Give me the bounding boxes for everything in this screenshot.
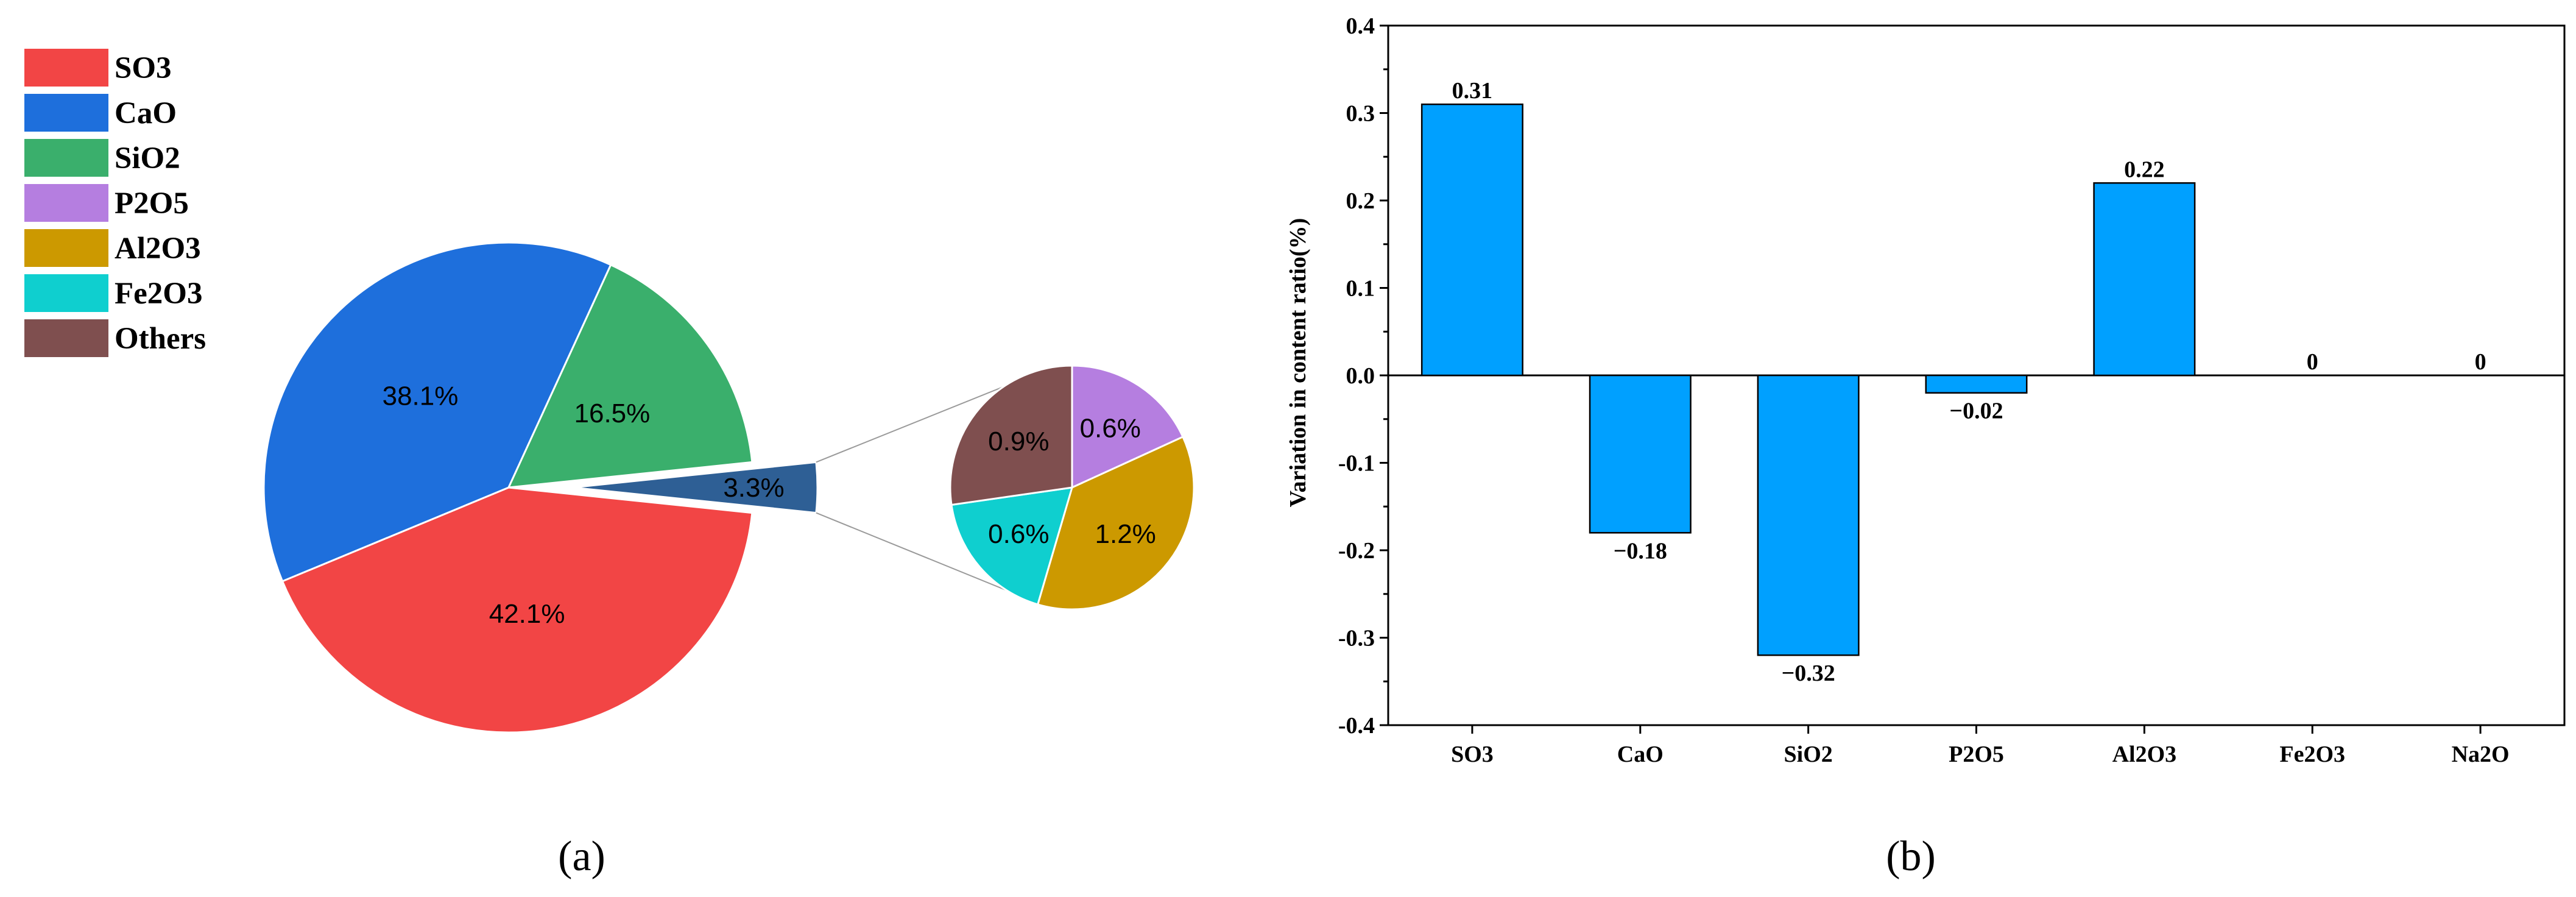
y-tick-label: 0.1 xyxy=(1346,276,1375,302)
x-tick-label-so3: SO3 xyxy=(1451,742,1494,767)
pie-label-cao: 38.1% xyxy=(383,381,459,411)
y-tick-label: -0.3 xyxy=(1338,626,1375,651)
bar-chart-panel: 0.4 0.3 0.2 0.1 0.0 -0.1 -0.2 -0.3 -0.4 SO3 0.31 C… xyxy=(1285,13,2566,880)
data-label-so3: 0.31 xyxy=(1452,78,1493,104)
breakdown-slice-p2o5 xyxy=(1071,364,1184,489)
pie-label-so3: 42.1% xyxy=(489,599,565,629)
legend-swatch-al2o3 xyxy=(24,229,108,267)
pie-legend: SO3 CaO SiO2 P2O5 Al2O3 Fe2O3 Others xyxy=(24,49,206,357)
y-tick-label: -0.2 xyxy=(1338,538,1375,564)
bar-al2o3 xyxy=(2093,182,2196,377)
pie-label-minor-components: 3.3% xyxy=(723,473,784,503)
legend-label-others: Others xyxy=(115,322,206,356)
legend-label-p2o5: P2O5 xyxy=(115,186,189,221)
x-tick-label-cao: CaO xyxy=(1617,742,1664,767)
breakdown-connectors xyxy=(816,386,1007,591)
y-tick-label: -0.4 xyxy=(1338,713,1375,739)
bar-so3 xyxy=(1420,103,1523,377)
bar-cao xyxy=(1589,374,1692,534)
pie-chart-panel: SO3 CaO SiO2 P2O5 Al2O3 Fe2O3 Others 3.3% 42.1%… xyxy=(24,49,1195,880)
legend-label-al2o3: Al2O3 xyxy=(115,232,201,266)
legend-swatch-so3 xyxy=(24,49,108,87)
pie-slice-sio2 xyxy=(507,263,753,489)
y-tick-label: -0.1 xyxy=(1338,451,1375,477)
breakdown-slice-others xyxy=(949,364,1073,506)
bar-p2o5 xyxy=(1925,374,2028,394)
data-label-sio2: −0.32 xyxy=(1782,661,1835,686)
caption-b: (b) xyxy=(1886,833,1936,880)
x-tick-label-na2o: Na2O xyxy=(2452,742,2510,767)
data-label-p2o5: −0.02 xyxy=(1949,399,2003,424)
y-tick-label: 0.0 xyxy=(1346,363,1375,389)
bar-sio2 xyxy=(1757,374,1860,656)
pie-slice-so3 xyxy=(281,486,753,734)
breakdown-slice-fe2o3 xyxy=(950,486,1074,606)
bars: SO3 0.31 CaO −0.18 SiO2 −0.32 P2O5 −0.02 Al2O3 0.… xyxy=(1420,78,2510,767)
x-tick-label-al2o3: Al2O3 xyxy=(2112,742,2177,767)
x-tick-label-p2o5: P2O5 xyxy=(1949,742,2004,767)
pie-label-sio2: 16.5% xyxy=(574,399,651,428)
y-tick-label: 0.2 xyxy=(1346,188,1375,214)
pie-slice-minor-components xyxy=(572,461,819,514)
breakdown-label-al2o3: 1.2% xyxy=(1095,519,1156,549)
y-axis-title: Variation in content ratio(%) xyxy=(1285,218,1311,508)
legend-label-sio2: SiO2 xyxy=(115,141,180,176)
y-tick-label: 0.3 xyxy=(1346,101,1375,127)
x-tick-label-fe2o3: Fe2O3 xyxy=(2279,742,2345,767)
legend-swatch-others xyxy=(24,319,108,357)
caption-a: (a) xyxy=(558,833,605,880)
breakdown-label-fe2o3: 0.6% xyxy=(988,519,1049,549)
legend-swatch-sio2 xyxy=(24,139,108,177)
breakdown-label-p2o5: 0.6% xyxy=(1080,413,1141,443)
legend-swatch-fe2o3 xyxy=(24,274,108,312)
main-pie: 3.3% 42.1% 38.1% 16.5% xyxy=(263,241,819,734)
legend-label-so3: SO3 xyxy=(115,51,172,85)
breakdown-pie: 0.6% 1.2% 0.6% 0.9% xyxy=(949,364,1195,611)
legend-label-fe2o3: Fe2O3 xyxy=(115,277,202,311)
legend-label-cao: CaO xyxy=(115,96,177,130)
pie-slice-cao xyxy=(263,241,612,583)
breakdown-slice-al2o3 xyxy=(1036,435,1195,611)
breakdown-label-others: 0.9% xyxy=(988,427,1049,456)
legend-swatch-p2o5 xyxy=(24,184,108,222)
connector-top xyxy=(816,386,1004,463)
y-tick-label: 0.4 xyxy=(1346,13,1375,39)
data-label-al2o3: 0.22 xyxy=(2124,157,2165,182)
connector-bottom xyxy=(816,512,1007,591)
data-label-cao: −0.18 xyxy=(1614,538,1667,564)
data-label-na2o: 0 xyxy=(2475,349,2486,375)
data-label-fe2o3: 0 xyxy=(2307,349,2318,375)
x-tick-label-sio2: SiO2 xyxy=(1784,742,1833,767)
legend-swatch-cao xyxy=(24,94,108,132)
